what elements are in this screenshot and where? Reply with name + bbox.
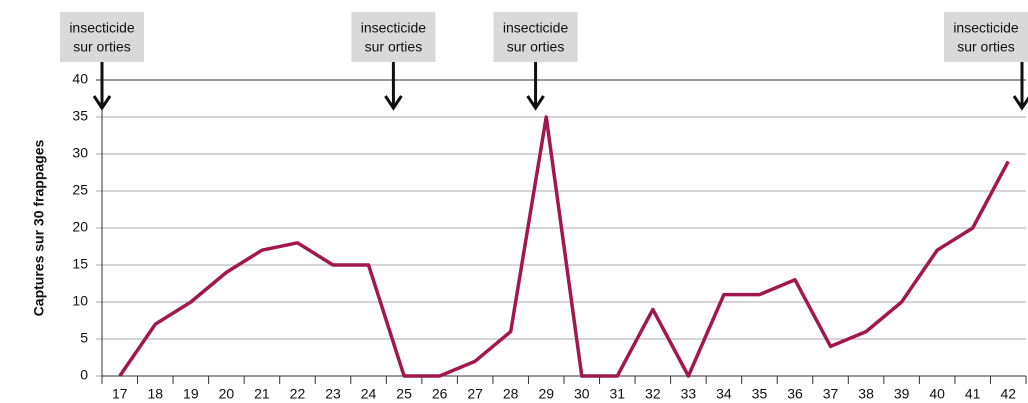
x-tick-label: 31 bbox=[610, 386, 626, 402]
x-tick-label: 25 bbox=[396, 386, 412, 402]
x-tick-label: 29 bbox=[538, 386, 554, 402]
x-tick-label: 24 bbox=[361, 386, 377, 402]
x-tick-label: 37 bbox=[823, 386, 839, 402]
annotation-arrowhead bbox=[1012, 95, 1028, 111]
x-tick-label: 20 bbox=[219, 386, 235, 402]
annotation-text: insecticide bbox=[953, 20, 1019, 36]
annotation-box bbox=[60, 12, 144, 62]
annotation-text: sur orties bbox=[507, 39, 565, 55]
y-tick-label: 30 bbox=[72, 145, 88, 161]
annotation-text: sur orties bbox=[73, 39, 131, 55]
x-tick-label: 30 bbox=[574, 386, 590, 402]
x-tick-label: 18 bbox=[148, 386, 164, 402]
annotation-text: insecticide bbox=[503, 20, 569, 36]
y-tick-label: 40 bbox=[72, 71, 88, 87]
x-tick-label: 32 bbox=[645, 386, 661, 402]
x-tick-label: 40 bbox=[929, 386, 945, 402]
y-tick-label: 35 bbox=[72, 108, 88, 124]
annotation-arrowhead bbox=[526, 95, 545, 111]
x-tick-label: 38 bbox=[858, 386, 874, 402]
x-tick-label: 35 bbox=[752, 386, 768, 402]
x-tick-label: 22 bbox=[290, 386, 306, 402]
x-tick-label: 26 bbox=[432, 386, 448, 402]
x-tick-label: 33 bbox=[681, 386, 697, 402]
x-tick-label: 23 bbox=[325, 386, 341, 402]
x-tick-label: 42 bbox=[1000, 386, 1016, 402]
y-tick-label: 0 bbox=[80, 367, 88, 383]
y-tick-label: 5 bbox=[80, 330, 88, 346]
annotation-text: sur orties bbox=[365, 39, 423, 55]
x-tick-label: 19 bbox=[183, 386, 199, 402]
annotation-box bbox=[493, 12, 578, 62]
x-tick-label: 34 bbox=[716, 386, 732, 402]
x-tick-label: 17 bbox=[112, 386, 128, 402]
x-tick-label: 27 bbox=[467, 386, 483, 402]
x-tick-label: 21 bbox=[254, 386, 270, 402]
annotation-box bbox=[351, 12, 436, 62]
y-tick-label: 10 bbox=[72, 293, 88, 309]
annotation-text: insecticide bbox=[361, 20, 427, 36]
y-tick-label: 15 bbox=[72, 256, 88, 272]
line bbox=[118, 115, 1010, 378]
annotation-text: insecticide bbox=[69, 20, 135, 36]
annotation-box bbox=[944, 12, 1028, 62]
annotation-arrowhead bbox=[92, 95, 112, 111]
y-axis-label: Captures sur 30 frappages bbox=[31, 139, 47, 316]
x-tick-label: 41 bbox=[965, 386, 981, 402]
x-tick-label: 36 bbox=[787, 386, 803, 402]
annotation-arrowhead bbox=[384, 95, 403, 111]
annotation-text: sur orties bbox=[957, 39, 1015, 55]
x-tick-label: 39 bbox=[894, 386, 910, 402]
y-tick-label: 20 bbox=[72, 219, 88, 235]
y-tick-label: 25 bbox=[72, 182, 88, 198]
x-tick-label: 28 bbox=[503, 386, 519, 402]
